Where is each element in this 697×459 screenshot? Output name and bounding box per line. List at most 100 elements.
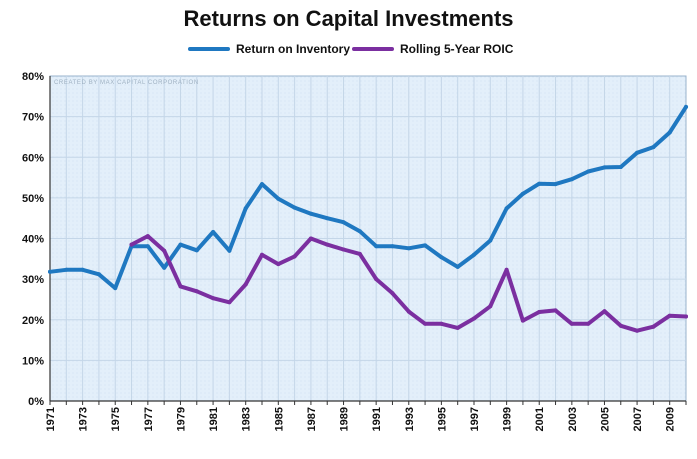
data-point-rolling-5-year-roic <box>504 267 509 272</box>
data-point-rolling-5-year-roic <box>260 252 264 257</box>
data-point-rolling-5-year-roic <box>243 282 248 287</box>
data-point-rolling-5-year-roic <box>129 242 134 247</box>
data-point-return-on-inventory <box>455 264 460 269</box>
data-point-rolling-5-year-roic <box>439 321 444 326</box>
y-tick-label: 50% <box>22 193 44 205</box>
data-point-return-on-inventory <box>504 206 509 211</box>
data-point-rolling-5-year-roic <box>488 304 493 309</box>
data-point-return-on-inventory <box>569 177 574 182</box>
legend-item-rolling-5-year-roic: Rolling 5-Year ROIC <box>352 38 513 60</box>
data-point-return-on-inventory <box>602 165 607 170</box>
data-point-return-on-inventory <box>537 181 542 186</box>
data-point-return-on-inventory <box>357 229 362 234</box>
x-tick-label: 1973 <box>78 407 90 431</box>
data-point-rolling-5-year-roic <box>292 254 297 259</box>
data-point-return-on-inventory <box>227 248 232 253</box>
y-tick-label: 20% <box>22 315 44 327</box>
legend-swatch-rolling-5-year-roic <box>352 47 394 51</box>
data-point-rolling-5-year-roic <box>178 284 183 289</box>
x-tick-label: 1985 <box>273 407 285 431</box>
y-tick-label: 80% <box>22 71 44 83</box>
x-tick-label: 1983 <box>241 407 253 431</box>
data-point-return-on-inventory <box>553 182 558 187</box>
data-point-rolling-5-year-roic <box>651 324 656 329</box>
x-tick-label: 1977 <box>143 407 155 431</box>
data-point-return-on-inventory <box>178 242 183 247</box>
x-tick-label: 2007 <box>632 407 644 431</box>
data-point-rolling-5-year-roic <box>667 313 672 318</box>
y-tick-label: 40% <box>22 234 44 246</box>
series-lines <box>48 104 688 333</box>
data-point-return-on-inventory <box>439 255 444 260</box>
data-point-return-on-inventory <box>341 220 346 225</box>
data-point-return-on-inventory <box>48 269 52 274</box>
data-point-return-on-inventory <box>635 150 640 155</box>
x-tick-label: 1991 <box>371 407 383 431</box>
data-point-return-on-inventory <box>194 248 199 253</box>
data-point-return-on-inventory <box>406 246 411 251</box>
data-point-return-on-inventory <box>374 244 379 249</box>
data-point-rolling-5-year-roic <box>602 309 607 314</box>
x-tick-label: 1975 <box>110 407 122 431</box>
x-tick-label: 1971 <box>45 407 57 431</box>
data-point-return-on-inventory <box>308 211 313 216</box>
data-point-rolling-5-year-roic <box>276 262 281 267</box>
y-tick-label: 60% <box>22 152 44 164</box>
legend: Return on Inventory Rolling 5-Year ROIC <box>0 38 697 60</box>
data-point-rolling-5-year-roic <box>635 328 640 333</box>
legend-swatch-return-on-inventory <box>188 47 230 51</box>
y-tick-label: 0% <box>28 396 44 408</box>
data-point-return-on-inventory <box>96 272 101 277</box>
x-tick-label: 2005 <box>599 407 611 431</box>
data-point-rolling-5-year-roic <box>308 236 313 241</box>
data-point-rolling-5-year-roic <box>145 234 150 239</box>
x-tick-label: 1987 <box>306 407 318 431</box>
watermark: CREATED BY MAX CAPITAL CORPORATION <box>54 80 199 86</box>
data-point-return-on-inventory <box>260 182 264 187</box>
x-tick-label: 1997 <box>469 407 481 431</box>
data-point-rolling-5-year-roic <box>341 247 346 252</box>
data-point-rolling-5-year-roic <box>211 296 216 301</box>
data-point-rolling-5-year-roic <box>455 325 460 330</box>
x-tick-label: 1979 <box>175 407 187 431</box>
data-point-return-on-inventory <box>618 165 623 169</box>
data-point-return-on-inventory <box>423 243 428 248</box>
data-point-rolling-5-year-roic <box>618 323 623 328</box>
legend-item-return-on-inventory: Return on Inventory <box>188 38 350 60</box>
data-point-return-on-inventory <box>80 267 85 272</box>
x-tick-label: 2009 <box>665 407 677 431</box>
y-tick-label: 30% <box>22 274 44 286</box>
grid-lines <box>50 76 686 401</box>
data-point-rolling-5-year-roic <box>325 242 330 247</box>
data-point-return-on-inventory <box>64 267 69 272</box>
data-point-rolling-5-year-roic <box>684 314 688 319</box>
x-tick-label: 2001 <box>534 407 546 431</box>
y-tick-label: 70% <box>22 112 44 124</box>
x-tick-label: 1995 <box>436 407 448 431</box>
data-point-return-on-inventory <box>325 216 330 221</box>
data-point-return-on-inventory <box>292 205 297 210</box>
chart-title: Returns on Capital Investments <box>183 6 514 31</box>
data-point-return-on-inventory <box>651 145 656 150</box>
data-point-rolling-5-year-roic <box>357 251 362 256</box>
data-point-rolling-5-year-roic <box>194 289 199 294</box>
data-point-return-on-inventory <box>390 244 395 249</box>
data-point-rolling-5-year-roic <box>227 300 232 305</box>
data-point-return-on-inventory <box>488 238 493 243</box>
data-point-return-on-inventory <box>211 230 216 234</box>
data-point-return-on-inventory <box>276 196 281 201</box>
data-point-rolling-5-year-roic <box>374 277 379 282</box>
data-point-return-on-inventory <box>145 244 150 249</box>
x-tick-label: 1989 <box>339 407 351 431</box>
data-point-rolling-5-year-roic <box>569 321 574 326</box>
data-point-rolling-5-year-roic <box>162 248 167 253</box>
data-point-return-on-inventory <box>113 286 118 291</box>
data-point-return-on-inventory <box>586 169 591 174</box>
axes: 0% 10% 20% 30% 40% 50% 60% 70% 80% 1971 1973 1975 19… <box>22 71 687 431</box>
data-point-return-on-inventory <box>472 252 476 257</box>
x-tick-label: 1999 <box>502 407 514 431</box>
data-point-rolling-5-year-roic <box>537 310 542 314</box>
x-tick-label: 1993 <box>404 407 416 431</box>
x-tick-label: 1981 <box>208 407 220 431</box>
y-tick-label: 10% <box>22 355 44 367</box>
